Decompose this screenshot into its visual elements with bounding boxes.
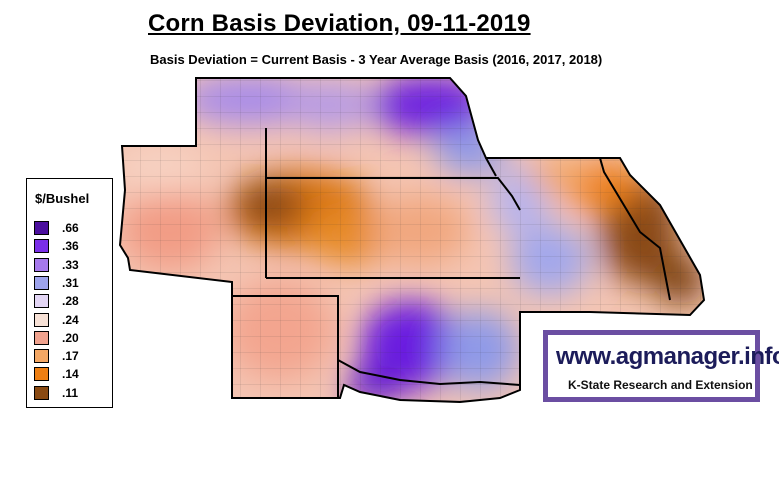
legend-label: .28 <box>62 294 79 309</box>
legend-swatch <box>34 221 49 235</box>
brand-organization: K-State Research and Extension <box>568 378 753 392</box>
legend-label: .24 <box>62 312 79 327</box>
legend-swatch <box>34 330 49 345</box>
legend-label: .11 <box>62 385 79 400</box>
legend-swatch <box>34 367 49 382</box>
map-title: Corn Basis Deviation, 09-11-2019 <box>148 10 531 37</box>
legend-label: .33 <box>62 257 79 272</box>
brand-url[interactable]: www.agmanager.info <box>556 343 779 370</box>
legend-swatch <box>34 257 49 272</box>
legend-label: .31 <box>62 275 79 290</box>
legend-label: .14 <box>62 367 79 382</box>
legend-label: .20 <box>62 330 79 345</box>
legend-swatch <box>34 239 49 254</box>
legend-swatch <box>34 312 49 327</box>
legend-label: .36 <box>62 239 79 254</box>
legend-swatch <box>34 275 49 290</box>
legend-label: .66 <box>62 221 79 235</box>
legend-title: $/Bushel <box>35 191 90 206</box>
legend-swatch <box>34 349 49 364</box>
legend: $/Bushel .66 .36 .33 .31 .28 .24 .20 .17 .14 .11 <box>26 178 113 408</box>
legend-swatch <box>34 294 49 309</box>
brand-box: www.agmanager.info K-State Research and … <box>543 330 779 402</box>
map-subtitle: Basis Deviation = Current Basis - 3 Year… <box>150 52 603 67</box>
legend-label: .17 <box>62 349 79 364</box>
legend-swatch <box>34 385 49 400</box>
